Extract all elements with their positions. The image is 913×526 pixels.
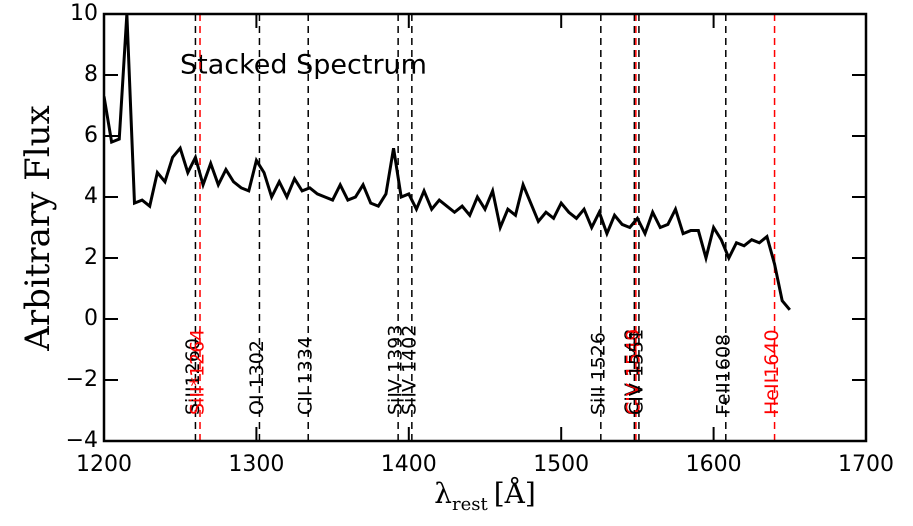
- x-tick-label: 1500: [533, 452, 589, 477]
- y-tick-label: 2: [84, 245, 98, 270]
- x-tick-label: 1600: [686, 452, 742, 477]
- x-tick-label: 1200: [76, 452, 132, 477]
- x-tick-label: 1400: [381, 452, 437, 477]
- y-tick-label: −2: [66, 367, 98, 392]
- x-tick-label: 1300: [228, 452, 284, 477]
- annotation-label: CIV 1551: [625, 329, 647, 415]
- plot-frame: [102, 12, 868, 443]
- x-label-unit: [Å]: [494, 477, 536, 510]
- annotation-label: CII 1334: [295, 336, 317, 415]
- annotation-label: CIV 1548: [621, 329, 643, 415]
- y-tick-label: 10: [70, 1, 98, 26]
- chart-title: Stacked Spectrum: [180, 50, 427, 81]
- x-label-symbol: λ: [434, 477, 452, 510]
- y-tick-label: 0: [84, 306, 98, 331]
- annotation-label: SiII1260: [182, 338, 204, 415]
- annotation-label: SiII 1526: [587, 332, 609, 415]
- annotation-label: SiII*1264: [187, 329, 209, 415]
- annotation-label: SiIV 1393: [385, 325, 407, 415]
- annotation-label: FeII1608: [712, 334, 734, 415]
- y-tick-label: 8: [84, 62, 98, 87]
- y-tick-label: 4: [84, 184, 98, 209]
- spectrum-line: [104, 14, 791, 311]
- x-tick-label: 1700: [838, 452, 894, 477]
- annotation-label: SiIV 1402: [398, 325, 420, 415]
- y-tick-label: 6: [84, 123, 98, 148]
- x-axis-label: λrest [Å]: [434, 477, 536, 515]
- y-axis-label: Arbitrary Flux: [18, 105, 58, 351]
- x-label-subscript: rest: [452, 494, 488, 515]
- annotation-label: OI 1302: [246, 340, 268, 415]
- y-tick-label: −4: [66, 428, 98, 453]
- annotation-label: HeII1640: [761, 329, 783, 415]
